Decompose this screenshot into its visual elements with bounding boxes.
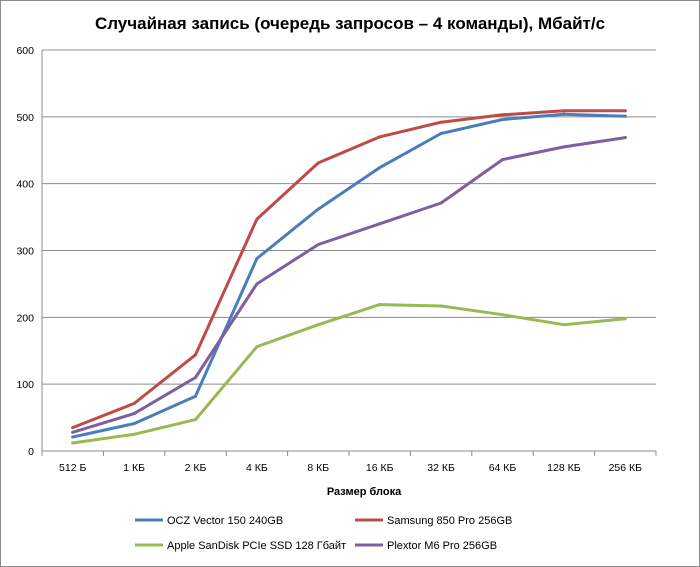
y-tick-label: 600 <box>16 45 34 57</box>
x-axis-label: Размер блока <box>327 486 402 498</box>
data-point <box>316 161 320 165</box>
data-point <box>194 418 197 422</box>
data-point <box>623 114 627 118</box>
data-point <box>562 145 566 149</box>
data-point <box>562 112 566 116</box>
x-tick-label: 4 КБ <box>246 462 268 474</box>
x-axis: 512 Б 1 КБ 2 КБ 4 КБ 8 КБ 16 КБ 32 КБ 64 КБ 128 … <box>41 50 657 474</box>
data-point <box>316 242 320 246</box>
y-tick-label: 100 <box>16 379 34 391</box>
data-point <box>501 313 504 317</box>
data-point <box>316 323 320 327</box>
data-point <box>255 257 259 261</box>
data-point <box>623 136 627 140</box>
x-tick-label: 32 КБ <box>427 462 455 474</box>
data-point <box>439 120 443 124</box>
data-point <box>132 422 136 426</box>
legend: OCZ Vector 150 240GB Samsung 850 Pro 256G… <box>135 515 512 552</box>
data-point <box>132 402 136 406</box>
legend-item: Samsung 850 Pro 256GB <box>355 515 512 527</box>
legend-item: Plextor M6 Pro 256GB <box>355 540 497 552</box>
chart-title: Случайная запись (очередь запросов – 4 к… <box>95 14 605 33</box>
data-point <box>255 282 259 286</box>
data-point <box>194 394 197 398</box>
y-tick-label: 200 <box>16 312 34 324</box>
x-tick-label: 64 КБ <box>489 462 517 474</box>
legend-item: Apple SanDisk PCIe SSD 128 Гбайт <box>135 540 346 552</box>
data-point <box>623 317 627 321</box>
data-point <box>132 432 136 436</box>
data-point <box>501 118 504 122</box>
legend-label: OCZ Vector 150 240GB <box>167 515 283 527</box>
legend-label: Samsung 850 Pro 256GB <box>387 515 512 527</box>
data-point <box>378 135 382 139</box>
legend-label: Plextor M6 Pro 256GB <box>387 540 497 552</box>
series-lines <box>71 109 627 445</box>
data-point <box>562 109 566 113</box>
data-point <box>501 113 504 117</box>
x-tick-label: 2 КБ <box>185 462 207 474</box>
y-tick-label: 400 <box>16 179 34 191</box>
data-point <box>71 430 75 434</box>
data-point <box>316 207 320 211</box>
data-point <box>255 217 259 221</box>
legend-item: OCZ Vector 150 240GB <box>135 515 283 527</box>
data-point <box>439 304 443 308</box>
data-point <box>132 412 136 416</box>
y-axis-ticks: 0 100 200 300 400 500 600 <box>16 45 34 458</box>
series-line-3 <box>71 136 627 434</box>
data-point <box>71 435 75 439</box>
data-point <box>378 222 382 226</box>
y-tick-label: 300 <box>16 246 34 258</box>
x-tick-label: 1 КБ <box>123 462 145 474</box>
series-line-1 <box>71 109 627 430</box>
data-point <box>439 132 443 136</box>
data-point <box>378 166 382 170</box>
legend-label: Apple SanDisk PCIe SSD 128 Гбайт <box>167 540 346 552</box>
y-tick-label: 500 <box>16 112 34 124</box>
data-point <box>378 303 382 307</box>
x-tick-label: 8 КБ <box>307 462 329 474</box>
data-point <box>194 353 197 357</box>
data-point <box>71 426 75 430</box>
data-point <box>255 345 259 349</box>
series-line-2 <box>71 303 627 445</box>
x-tick-label: 256 КБ <box>609 462 643 474</box>
x-tick-label: 16 КБ <box>366 462 394 474</box>
data-point <box>439 201 443 205</box>
x-tick-label: 128 КБ <box>547 462 581 474</box>
data-point <box>501 158 504 162</box>
data-point <box>194 375 197 379</box>
data-point <box>623 109 627 113</box>
data-point <box>71 441 75 445</box>
data-point <box>562 323 566 327</box>
series-line-0 <box>71 112 627 439</box>
x-tick-label: 512 Б <box>59 462 86 474</box>
y-tick-label: 0 <box>28 446 34 458</box>
gridlines <box>42 49 656 385</box>
